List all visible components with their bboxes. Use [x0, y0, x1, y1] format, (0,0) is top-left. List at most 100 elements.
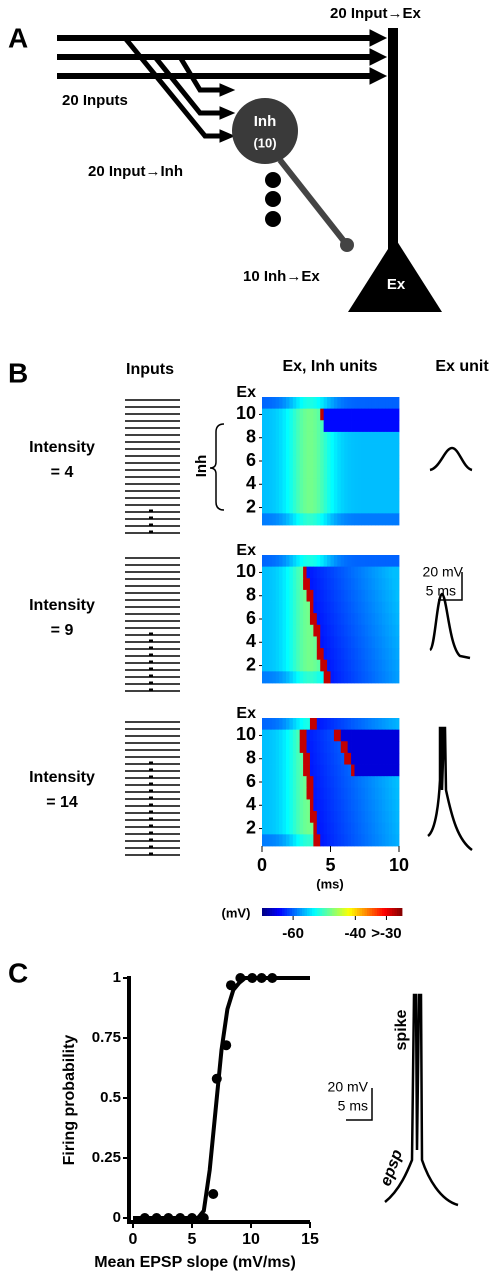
heatmap-cell [371, 466, 376, 479]
heatmap-cell [268, 455, 273, 468]
heatmap-cell [388, 443, 393, 456]
heatmap-cell [395, 566, 400, 579]
heatmap-cell [268, 752, 273, 765]
colorbar-cell [374, 908, 378, 916]
heatmap-cell [340, 397, 345, 410]
heatmap-cell [361, 601, 366, 614]
heatmap-cell [323, 811, 328, 824]
heatmap-cell [333, 741, 338, 754]
axis-unit: (ms) [316, 876, 343, 891]
heatmap-cell [272, 490, 277, 503]
heatmap-cell [306, 578, 311, 591]
heatmap-cell [303, 555, 307, 568]
heatmap-cell [361, 613, 366, 626]
heatmap-cell [303, 466, 307, 479]
heatmap-cell [388, 636, 393, 649]
heatmap-cell [262, 624, 266, 637]
heatmap-cell [316, 601, 321, 614]
heatmap-cell [364, 501, 369, 514]
heatmap-cell [316, 478, 321, 491]
heatmap-cell [378, 443, 383, 456]
heatmap-cell [303, 578, 307, 591]
heatmap-cell [275, 729, 280, 742]
heatmap-cell [392, 466, 396, 479]
heatmap-cell [381, 648, 386, 661]
heatmap-cell [364, 431, 369, 444]
heatmap-cell [364, 729, 369, 742]
heatmap-cell [323, 718, 328, 731]
heatmap-cell [279, 799, 283, 812]
y-tick-label: 4 [246, 473, 256, 493]
heatmap-cell [303, 420, 307, 433]
heatmap-cell [378, 624, 383, 637]
heatmap-cell [371, 555, 376, 568]
heatmap-cell [392, 613, 396, 626]
heatmap-cell [344, 613, 349, 626]
heatmap-cell [330, 443, 335, 456]
heatmap-cell [357, 408, 362, 421]
heatmap-cell [395, 443, 400, 456]
heatmap-cell [285, 478, 290, 491]
heatmap-cell [268, 397, 273, 410]
intensity-label: Intensity [29, 439, 95, 456]
heatmap-cell [282, 601, 287, 614]
heatmap-cell [368, 589, 372, 602]
heatmap-cell [262, 636, 266, 649]
heatmap-cell [320, 799, 325, 812]
heatmap-cell [327, 513, 331, 526]
heatmap-cell [323, 589, 328, 602]
heatmap-cell [299, 776, 304, 789]
heatmap-cell [316, 776, 321, 789]
heatmap-cell [337, 578, 342, 591]
heatmap-cell [364, 566, 369, 579]
heatmap-cell [279, 811, 283, 824]
heatmap-cell [303, 566, 307, 579]
heatmap-cell [351, 397, 355, 410]
input-spike [149, 509, 153, 513]
heatmap-cell [392, 490, 396, 503]
heatmap-cell [333, 648, 338, 661]
input-branch [177, 55, 222, 93]
heatmap-cell [357, 776, 362, 789]
heatmap-cell [337, 455, 342, 468]
heatmap-cell [354, 718, 359, 731]
heatmap-cell [265, 397, 270, 410]
heatmap-cell [333, 443, 338, 456]
heatmap-cell [385, 466, 390, 479]
colorbar-cell [297, 908, 300, 916]
heatmap-cell [337, 589, 342, 602]
intensity-label: Intensity [29, 597, 95, 614]
heatmap-cell [378, 501, 383, 514]
heatmap-cell [275, 752, 280, 765]
heatmap-cell [299, 729, 304, 742]
heatmap-cell [275, 555, 280, 568]
heatmap-cell [357, 636, 362, 649]
heatmap-cell [371, 501, 376, 514]
heatmap-cell [361, 822, 366, 835]
heatmap-cell [378, 466, 383, 479]
heatmap-cell [347, 420, 352, 433]
heatmap-cell [351, 578, 355, 591]
heatmap-cell [285, 490, 290, 503]
heatmap-cell [327, 566, 331, 579]
heatmap-cell [296, 741, 301, 754]
heatmap-cell [279, 501, 283, 514]
heatmap-cell [279, 636, 283, 649]
heatmap-cell [375, 566, 379, 579]
heatmap-cell [265, 589, 270, 602]
heatmap [262, 397, 400, 526]
heatmap-cell [337, 822, 342, 835]
heatmap-cell [275, 776, 280, 789]
heatmap-cell [272, 589, 277, 602]
heatmap-cell [285, 659, 290, 672]
heatmap-cell [313, 601, 318, 614]
heatmap-cell [330, 671, 335, 684]
heatmap-cell [323, 455, 328, 468]
input-spike [149, 768, 153, 772]
colorbar-cell [384, 908, 388, 916]
heatmap-cell [340, 420, 345, 433]
y-tick-label: 6 [246, 771, 256, 791]
heatmap-cell [299, 513, 304, 526]
heatmap-cell [330, 787, 335, 800]
heatmap-cell [309, 501, 314, 514]
